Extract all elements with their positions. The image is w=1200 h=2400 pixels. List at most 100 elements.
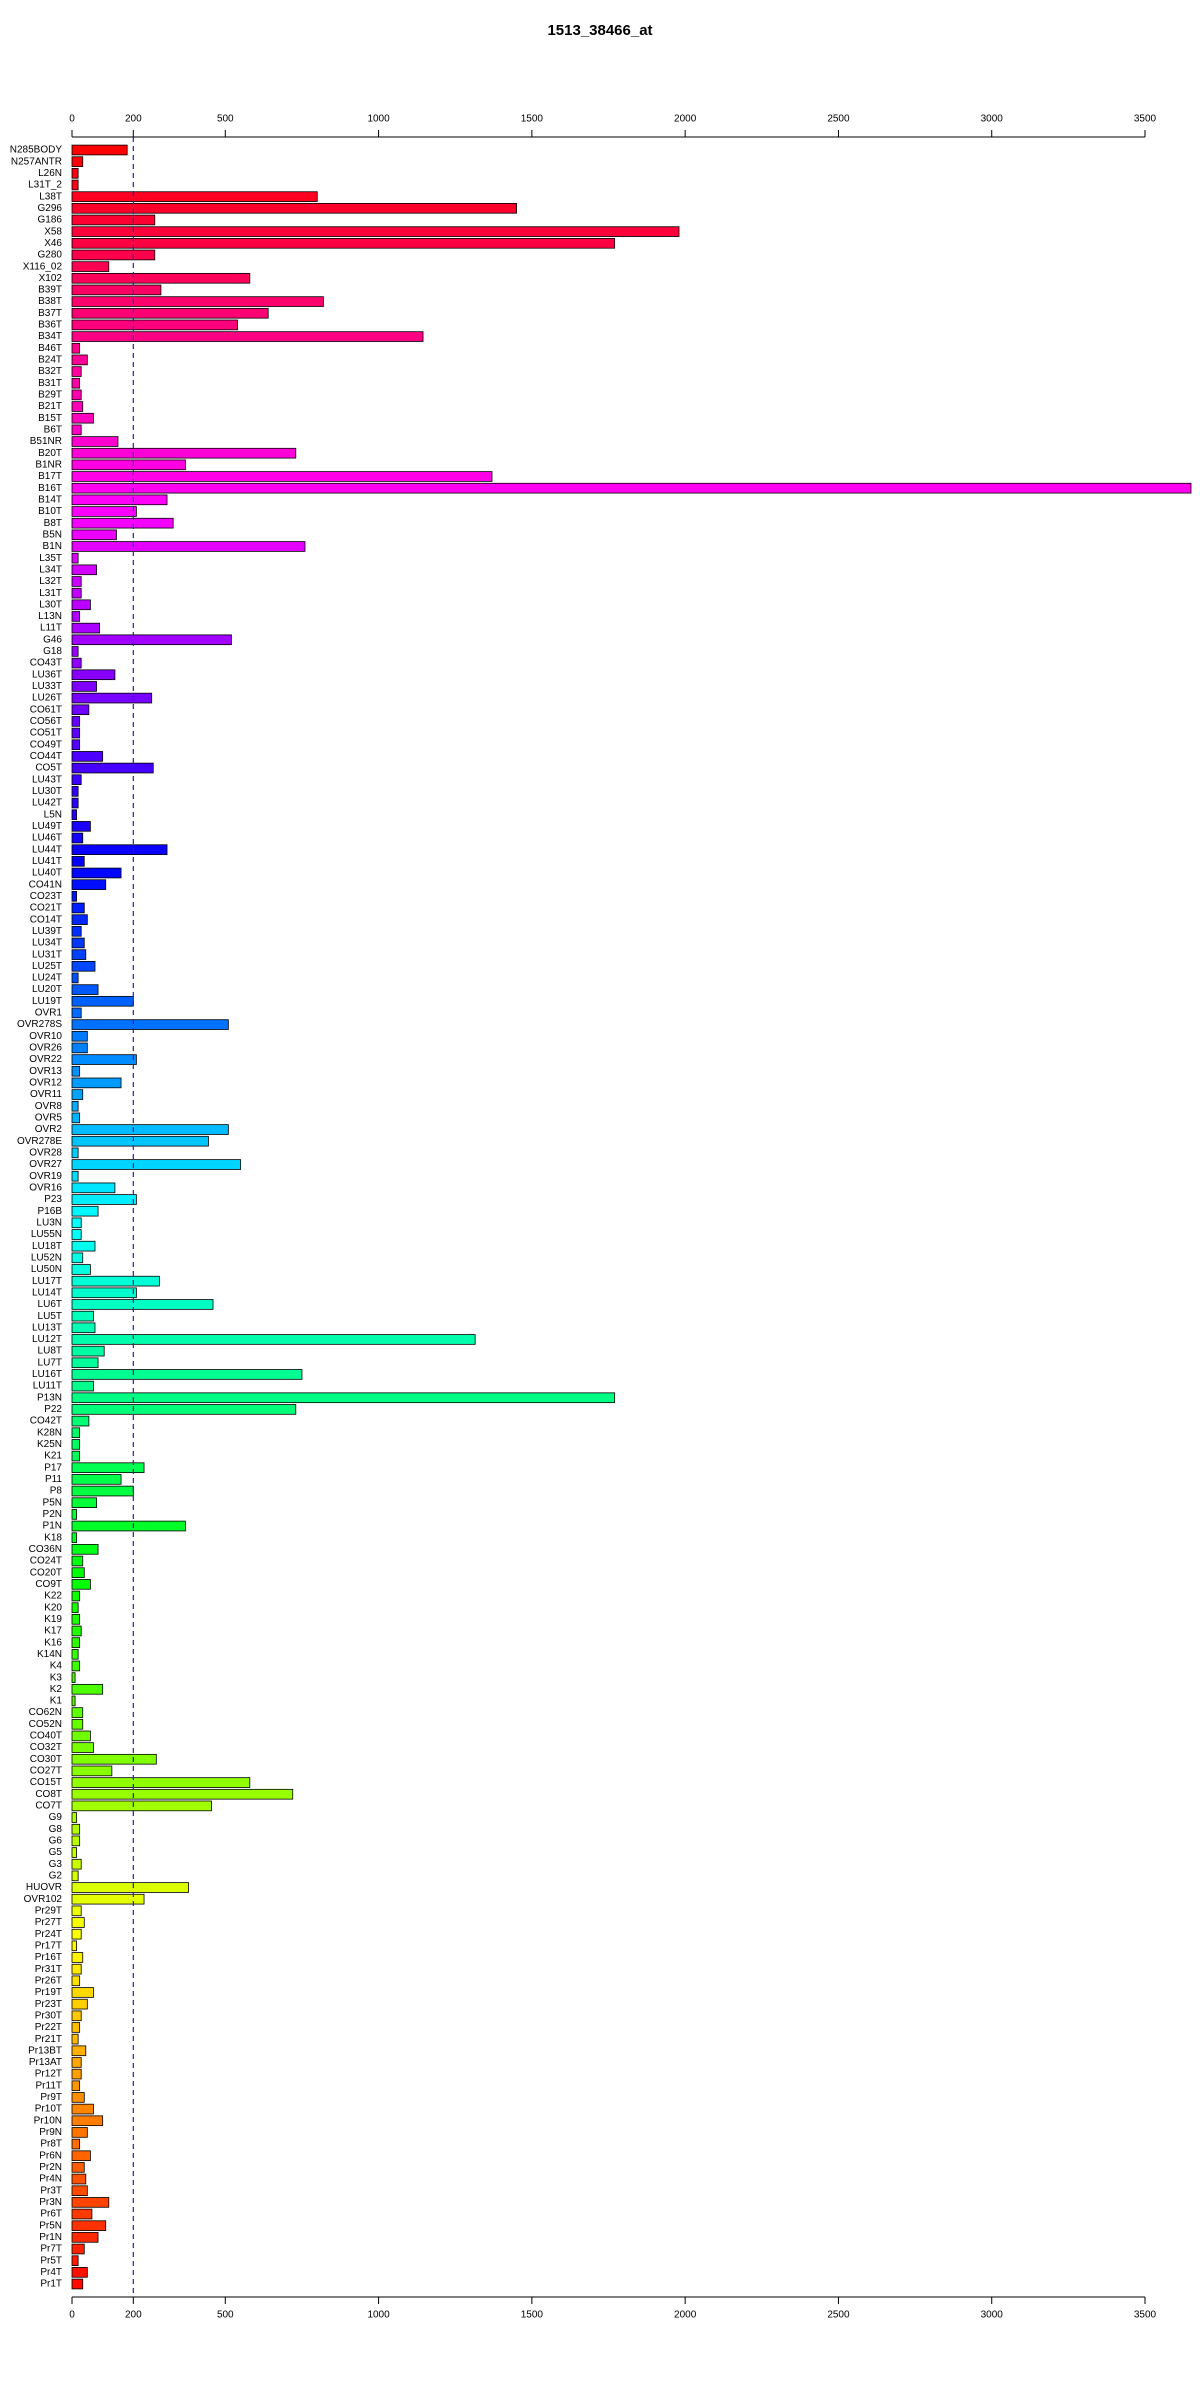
y-tick-label: CO44T xyxy=(30,751,62,762)
y-tick-label: K3 xyxy=(50,1672,63,1683)
y-tick-label: G46 xyxy=(43,634,62,645)
y-tick-label: B21T xyxy=(38,401,62,412)
y-tick-label: L31T_2 xyxy=(28,180,62,191)
bar xyxy=(71,2185,88,2197)
bar xyxy=(71,739,81,751)
bar xyxy=(71,995,134,1007)
bar xyxy=(71,914,88,925)
bar xyxy=(71,2068,82,2080)
y-tick-label: OVR13 xyxy=(29,1066,62,1077)
y-tick-label: CO20T xyxy=(30,1567,62,1578)
bar xyxy=(71,2092,85,2103)
y-tick-label: OVR26 xyxy=(29,1043,62,1054)
bar xyxy=(71,1893,145,1905)
bar xyxy=(71,1532,77,1543)
y-tick-label: CO21T xyxy=(30,903,62,914)
y-tick-label: CO30T xyxy=(30,1754,62,1765)
y-tick-label: Pr10N xyxy=(34,2115,62,2126)
y-tick-label: OVR102 xyxy=(24,1894,63,1905)
y-tick-label: L34T xyxy=(39,564,62,575)
bar xyxy=(71,401,84,412)
bar xyxy=(71,1380,94,1392)
bar xyxy=(71,692,153,704)
bar xyxy=(71,1065,81,1077)
y-tick-label: OVR16 xyxy=(29,1182,62,1193)
y-tick-label: G280 xyxy=(38,250,63,261)
bar xyxy=(71,2278,84,2290)
y-tick-label: G18 xyxy=(43,646,62,657)
y-tick-label: CO40T xyxy=(30,1731,62,1742)
bar xyxy=(71,529,117,541)
bar xyxy=(71,506,137,517)
y-tick-label: LU3N xyxy=(36,1217,62,1228)
y-tick-label: P8 xyxy=(50,1486,63,1497)
bar xyxy=(71,2267,88,2278)
bar xyxy=(71,1217,82,1229)
y-tick-label: B6T xyxy=(44,425,62,436)
y-tick-label: L5N xyxy=(44,809,62,820)
y-tick-label: LU34T xyxy=(32,938,62,949)
bar xyxy=(71,1415,90,1427)
bar xyxy=(71,657,82,669)
bar xyxy=(71,2220,107,2231)
bar xyxy=(71,1404,297,1415)
y-tick-label: LU8T xyxy=(38,1346,62,1357)
bar xyxy=(71,984,99,995)
bar xyxy=(71,587,82,599)
bar xyxy=(71,284,162,296)
y-tick-label: X58 xyxy=(44,226,62,237)
y-tick-label: LU44T xyxy=(32,844,62,855)
y-tick-label: B5N xyxy=(43,529,62,540)
bar xyxy=(71,1229,82,1240)
y-tick-label: K21 xyxy=(44,1451,62,1462)
bar xyxy=(71,949,87,960)
bar xyxy=(71,1940,77,1952)
bar xyxy=(71,1275,160,1287)
y-tick-label: CO8T xyxy=(35,1789,62,1800)
y-tick-label: LU11T xyxy=(33,1381,62,1392)
bar xyxy=(71,669,116,681)
y-tick-label: OVR2 xyxy=(35,1124,63,1135)
bar xyxy=(71,634,232,646)
y-tick-label: Pr1N xyxy=(39,2232,62,2243)
bar xyxy=(71,1579,91,1590)
bar xyxy=(71,517,174,529)
y-tick-label: LU42T xyxy=(32,798,62,809)
bar xyxy=(71,1182,116,1194)
y-tick-label: LU6T xyxy=(38,1299,62,1310)
y-tick-label: G186 xyxy=(38,215,63,226)
y-tick-label: Pr9N xyxy=(39,2127,62,2138)
bar xyxy=(71,1695,76,1707)
bar xyxy=(71,2173,87,2185)
bar xyxy=(71,1439,81,1450)
y-tick-label: Pr16T xyxy=(35,1952,62,1963)
y-tick-label: B8T xyxy=(44,518,62,529)
y-tick-label: Pr5N xyxy=(39,2220,62,2231)
y-tick-label: K22 xyxy=(44,1591,62,1602)
y-tick-label: B39T xyxy=(38,285,62,296)
y-tick-label: Pr1T xyxy=(40,2279,62,2290)
y-tick-label: P22 xyxy=(44,1404,62,1415)
bar xyxy=(71,1707,84,1718)
bar xyxy=(71,237,616,249)
bar xyxy=(71,2045,87,2057)
bar xyxy=(71,1030,88,1042)
bar xyxy=(71,1660,81,1672)
y-tick-label: OVR1 xyxy=(35,1008,63,1019)
bar xyxy=(71,1287,137,1299)
bar xyxy=(71,856,85,867)
bar xyxy=(71,681,97,692)
y-tick-label: X102 xyxy=(39,273,63,284)
y-tick-label: Pr13AT xyxy=(29,2057,62,2068)
y-tick-label: LU17T xyxy=(32,1276,62,1287)
bar xyxy=(71,1100,79,1112)
bar xyxy=(71,459,186,471)
bar xyxy=(71,1392,616,1404)
bar xyxy=(71,1322,96,1334)
y-tick-label: OVR5 xyxy=(35,1113,63,1124)
bar xyxy=(71,1672,76,1683)
bar xyxy=(71,1567,85,1578)
y-tick-label: L13N xyxy=(38,611,62,622)
y-tick-label: G8 xyxy=(49,1824,63,1835)
y-tick-label: CO24T xyxy=(30,1556,62,1567)
